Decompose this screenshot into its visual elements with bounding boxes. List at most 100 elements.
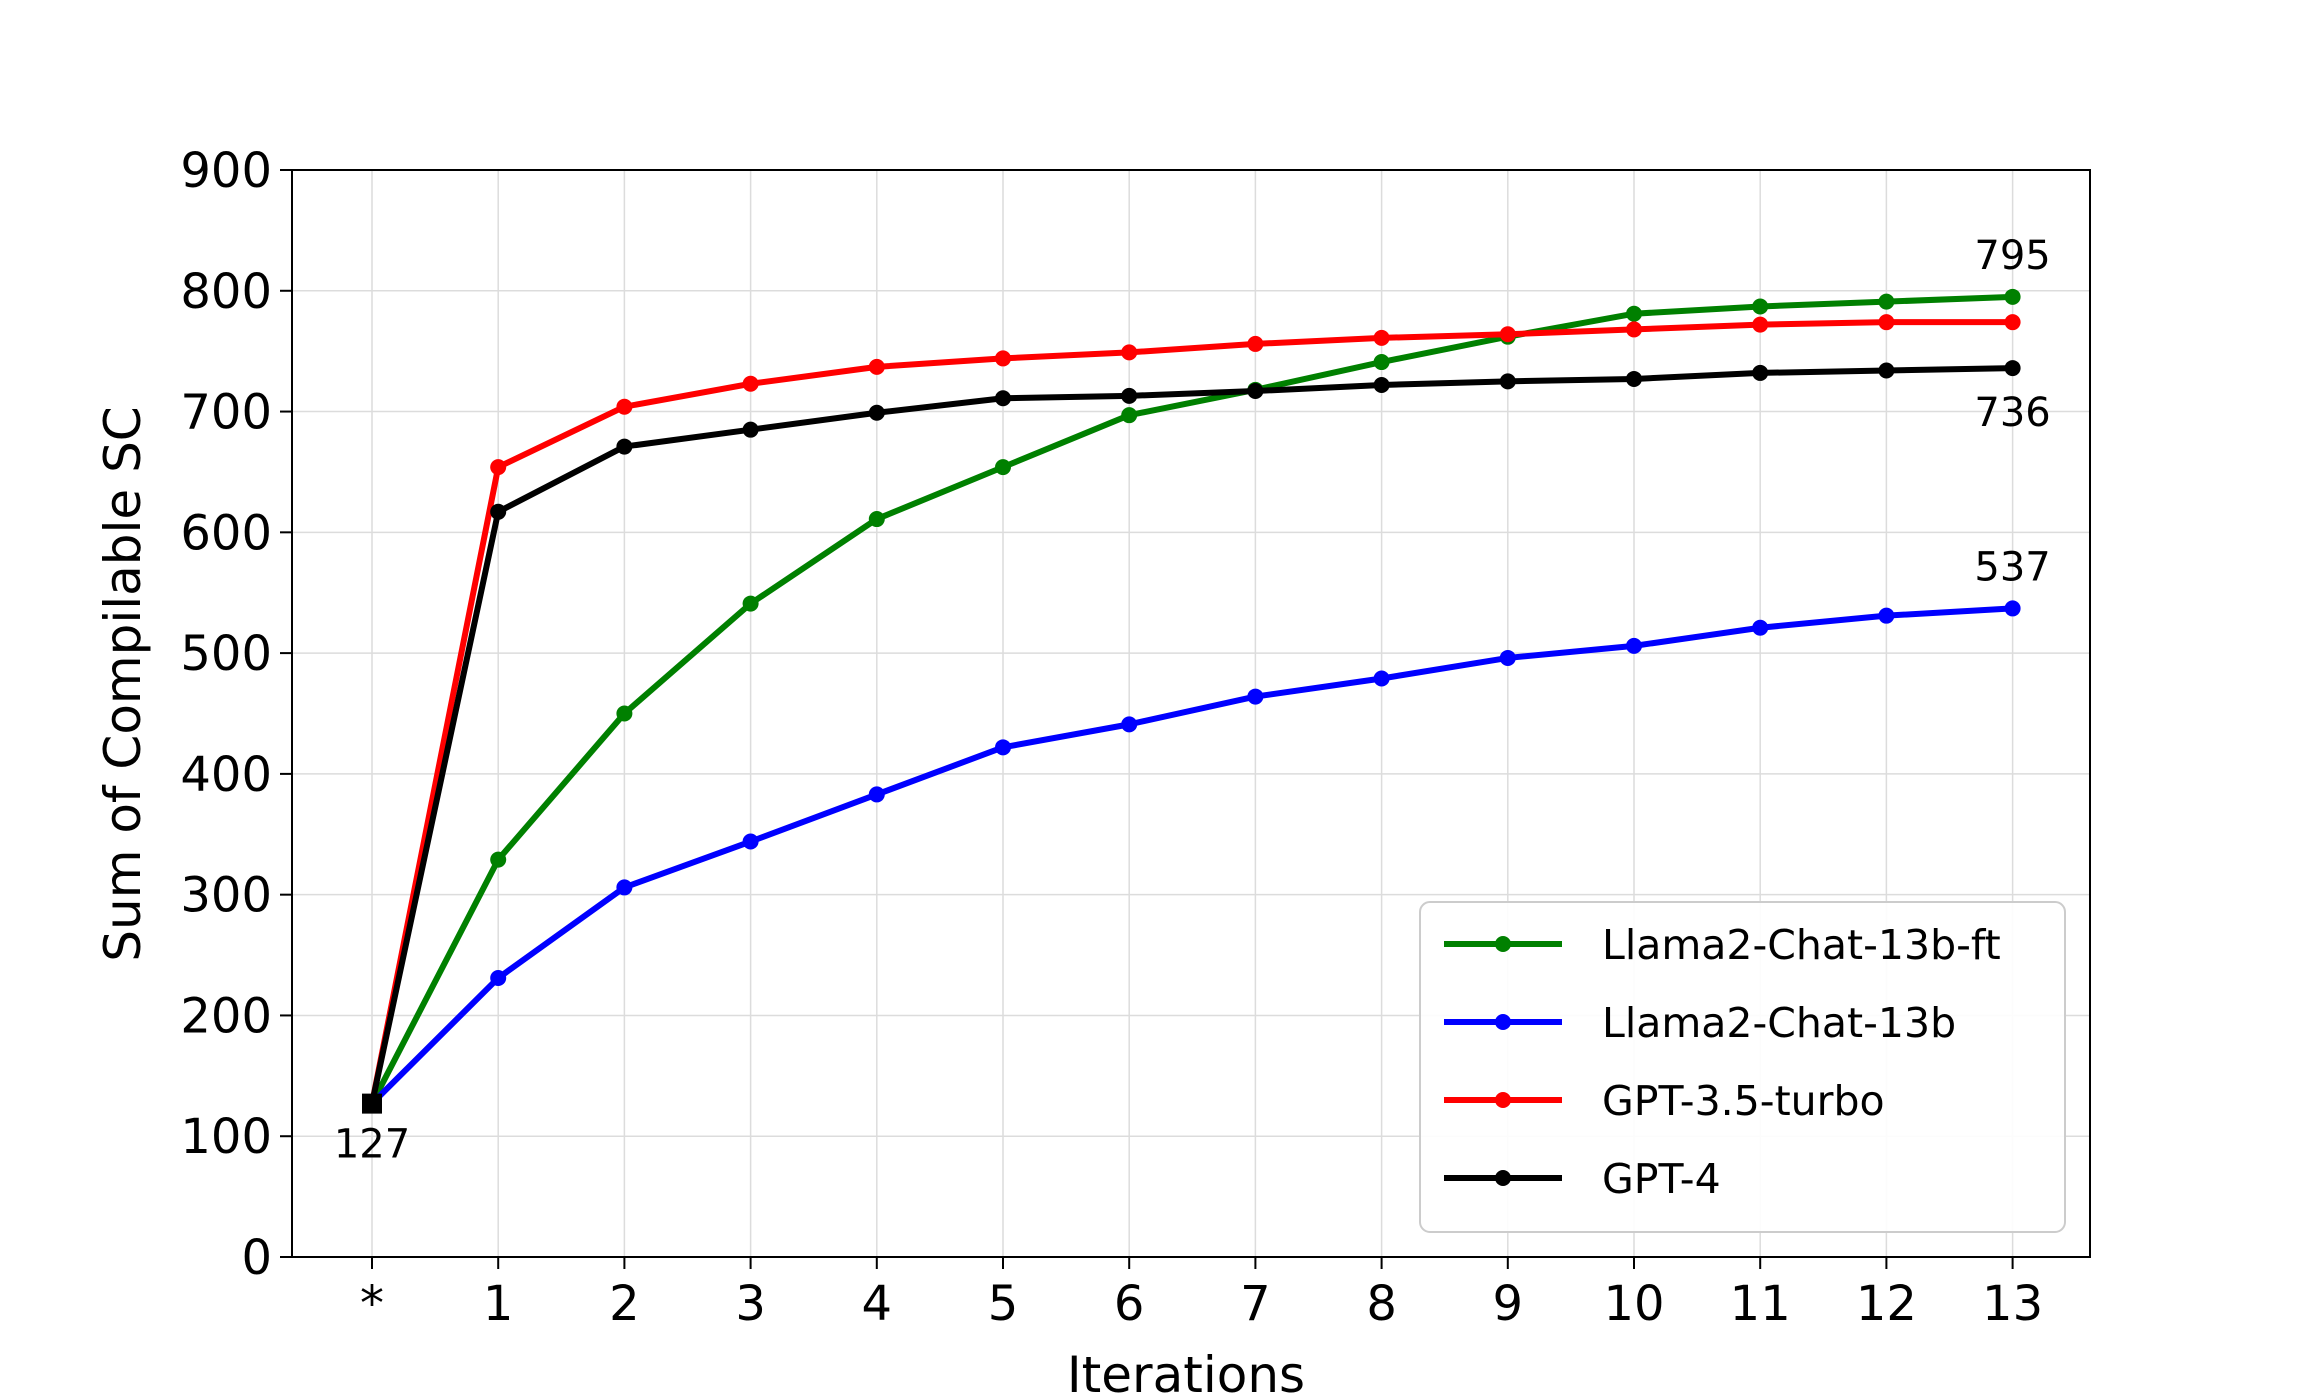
legend-entry: Llama2-Chat-13b <box>1444 999 1956 1047</box>
data-point <box>868 358 885 375</box>
series-gpt-4 <box>369 360 2021 1107</box>
y-axis-title: Sum of Compilable SC <box>94 406 152 961</box>
data-point <box>2004 314 2021 331</box>
legend-swatch-marker <box>1495 1170 1511 1186</box>
data-point <box>1626 637 1642 654</box>
data-point <box>616 438 633 455</box>
data-point <box>1499 649 1516 666</box>
data-point <box>742 595 759 612</box>
series-line <box>369 365 2016 1107</box>
data-point <box>995 739 1011 756</box>
x-tick-label: 6 <box>1114 1276 1145 1332</box>
legend-entry: GPT-3.5-turbo <box>1444 1077 1885 1125</box>
data-point <box>742 421 759 438</box>
data-point <box>1878 362 1895 379</box>
series-llama2-chat-13b <box>369 600 2021 1107</box>
legend-label: Llama2-Chat-13b-ft <box>1602 921 2001 969</box>
data-point <box>1626 370 1642 387</box>
data-point <box>616 705 633 722</box>
y-tick-label: 700 <box>180 385 272 441</box>
data-point <box>1499 326 1516 343</box>
legend-swatch-marker <box>1495 1014 1511 1030</box>
y-tick-label: 200 <box>180 988 272 1044</box>
data-point <box>1373 376 1390 393</box>
x-tick-label: 2 <box>609 1276 640 1332</box>
x-tick-label: 10 <box>1603 1276 1664 1332</box>
data-point <box>742 375 759 392</box>
data-point <box>995 390 1011 407</box>
data-annotation: 127 <box>334 1122 410 1168</box>
plot-frame <box>291 169 2091 1258</box>
data-point <box>1626 321 1642 338</box>
x-tick-label: 11 <box>1730 1276 1791 1332</box>
data-point <box>995 459 1011 476</box>
x-tick-label: * <box>360 1276 384 1332</box>
data-point <box>868 404 885 421</box>
legend-swatch-marker <box>1495 1092 1511 1108</box>
x-tick-label: 4 <box>862 1276 893 1332</box>
data-point <box>1247 335 1264 352</box>
y-tick-label: 0 <box>241 1230 272 1286</box>
data-annotation: 736 <box>1974 390 2050 436</box>
data-point <box>1121 344 1138 361</box>
data-point <box>490 851 507 868</box>
data-point <box>616 879 633 896</box>
data-point <box>2004 600 2021 617</box>
data-annotation: 795 <box>1974 233 2050 279</box>
y-tick-label: 300 <box>180 868 272 924</box>
legend: Llama2-Chat-13b-ft Llama2-Chat-13b GPT-3.5… <box>1419 901 2066 1233</box>
data-point <box>1121 407 1138 424</box>
x-tick-label: 9 <box>1493 1276 1524 1332</box>
series-line <box>369 319 2016 1107</box>
y-tick-label: 600 <box>180 505 272 561</box>
y-tick-label: 500 <box>180 626 272 682</box>
x-tick-label: 12 <box>1856 1276 1917 1332</box>
data-point <box>1878 607 1895 624</box>
annotations: 127 795 736 537 <box>334 233 2051 1168</box>
data-point <box>1121 716 1138 733</box>
data-annotation: 537 <box>1974 544 2050 590</box>
data-point <box>995 350 1011 367</box>
x-tick-label: 1 <box>483 1276 514 1332</box>
data-point <box>490 970 507 987</box>
y-tick-label: 900 <box>180 143 272 199</box>
data-point <box>1878 314 1895 331</box>
legend-label: GPT-3.5-turbo <box>1602 1077 1885 1125</box>
data-point <box>868 786 885 803</box>
y-tick-label: 800 <box>180 264 272 320</box>
series-lines <box>362 288 2021 1114</box>
x-tick-label: 13 <box>1982 1276 2043 1332</box>
y-tick-label: 400 <box>180 747 272 803</box>
legend-label: Llama2-Chat-13b <box>1602 999 1956 1047</box>
data-point <box>1247 688 1264 705</box>
data-point <box>1373 354 1390 371</box>
data-point <box>742 833 759 850</box>
data-point <box>1752 364 1769 381</box>
start-point-marker <box>362 1093 382 1114</box>
x-tick-label: 7 <box>1240 1276 1271 1332</box>
data-point <box>1247 383 1264 400</box>
x-tick-label: 5 <box>988 1276 1019 1332</box>
data-point <box>1373 670 1390 687</box>
data-point <box>1121 387 1138 404</box>
data-point <box>490 503 507 520</box>
legend-box <box>1419 901 2066 1233</box>
x-tick-label: 3 <box>735 1276 766 1332</box>
x-tick-label: 8 <box>1366 1276 1397 1332</box>
data-point <box>1752 619 1769 636</box>
y-tick-label: 100 <box>180 1109 272 1165</box>
series-gpt-3-5-turbo <box>369 314 2021 1107</box>
data-point <box>868 511 885 528</box>
data-point <box>1499 373 1516 390</box>
legend-entry: GPT-4 <box>1444 1155 1721 1203</box>
series-line <box>369 605 2016 1107</box>
plot-area-border <box>291 169 2091 1258</box>
legend-label: GPT-4 <box>1602 1155 1721 1203</box>
series-line <box>369 293 2016 1107</box>
legend-entry: Llama2-Chat-13b-ft <box>1444 921 2001 969</box>
axis-ticks: * 1 2 3 4 5 6 7 8 9 10 11 12 130100200300400500600700… <box>180 143 2043 1332</box>
data-point <box>1626 305 1642 322</box>
data-point <box>2004 288 2021 305</box>
x-axis-title: Iterations <box>1067 1346 1305 1400</box>
